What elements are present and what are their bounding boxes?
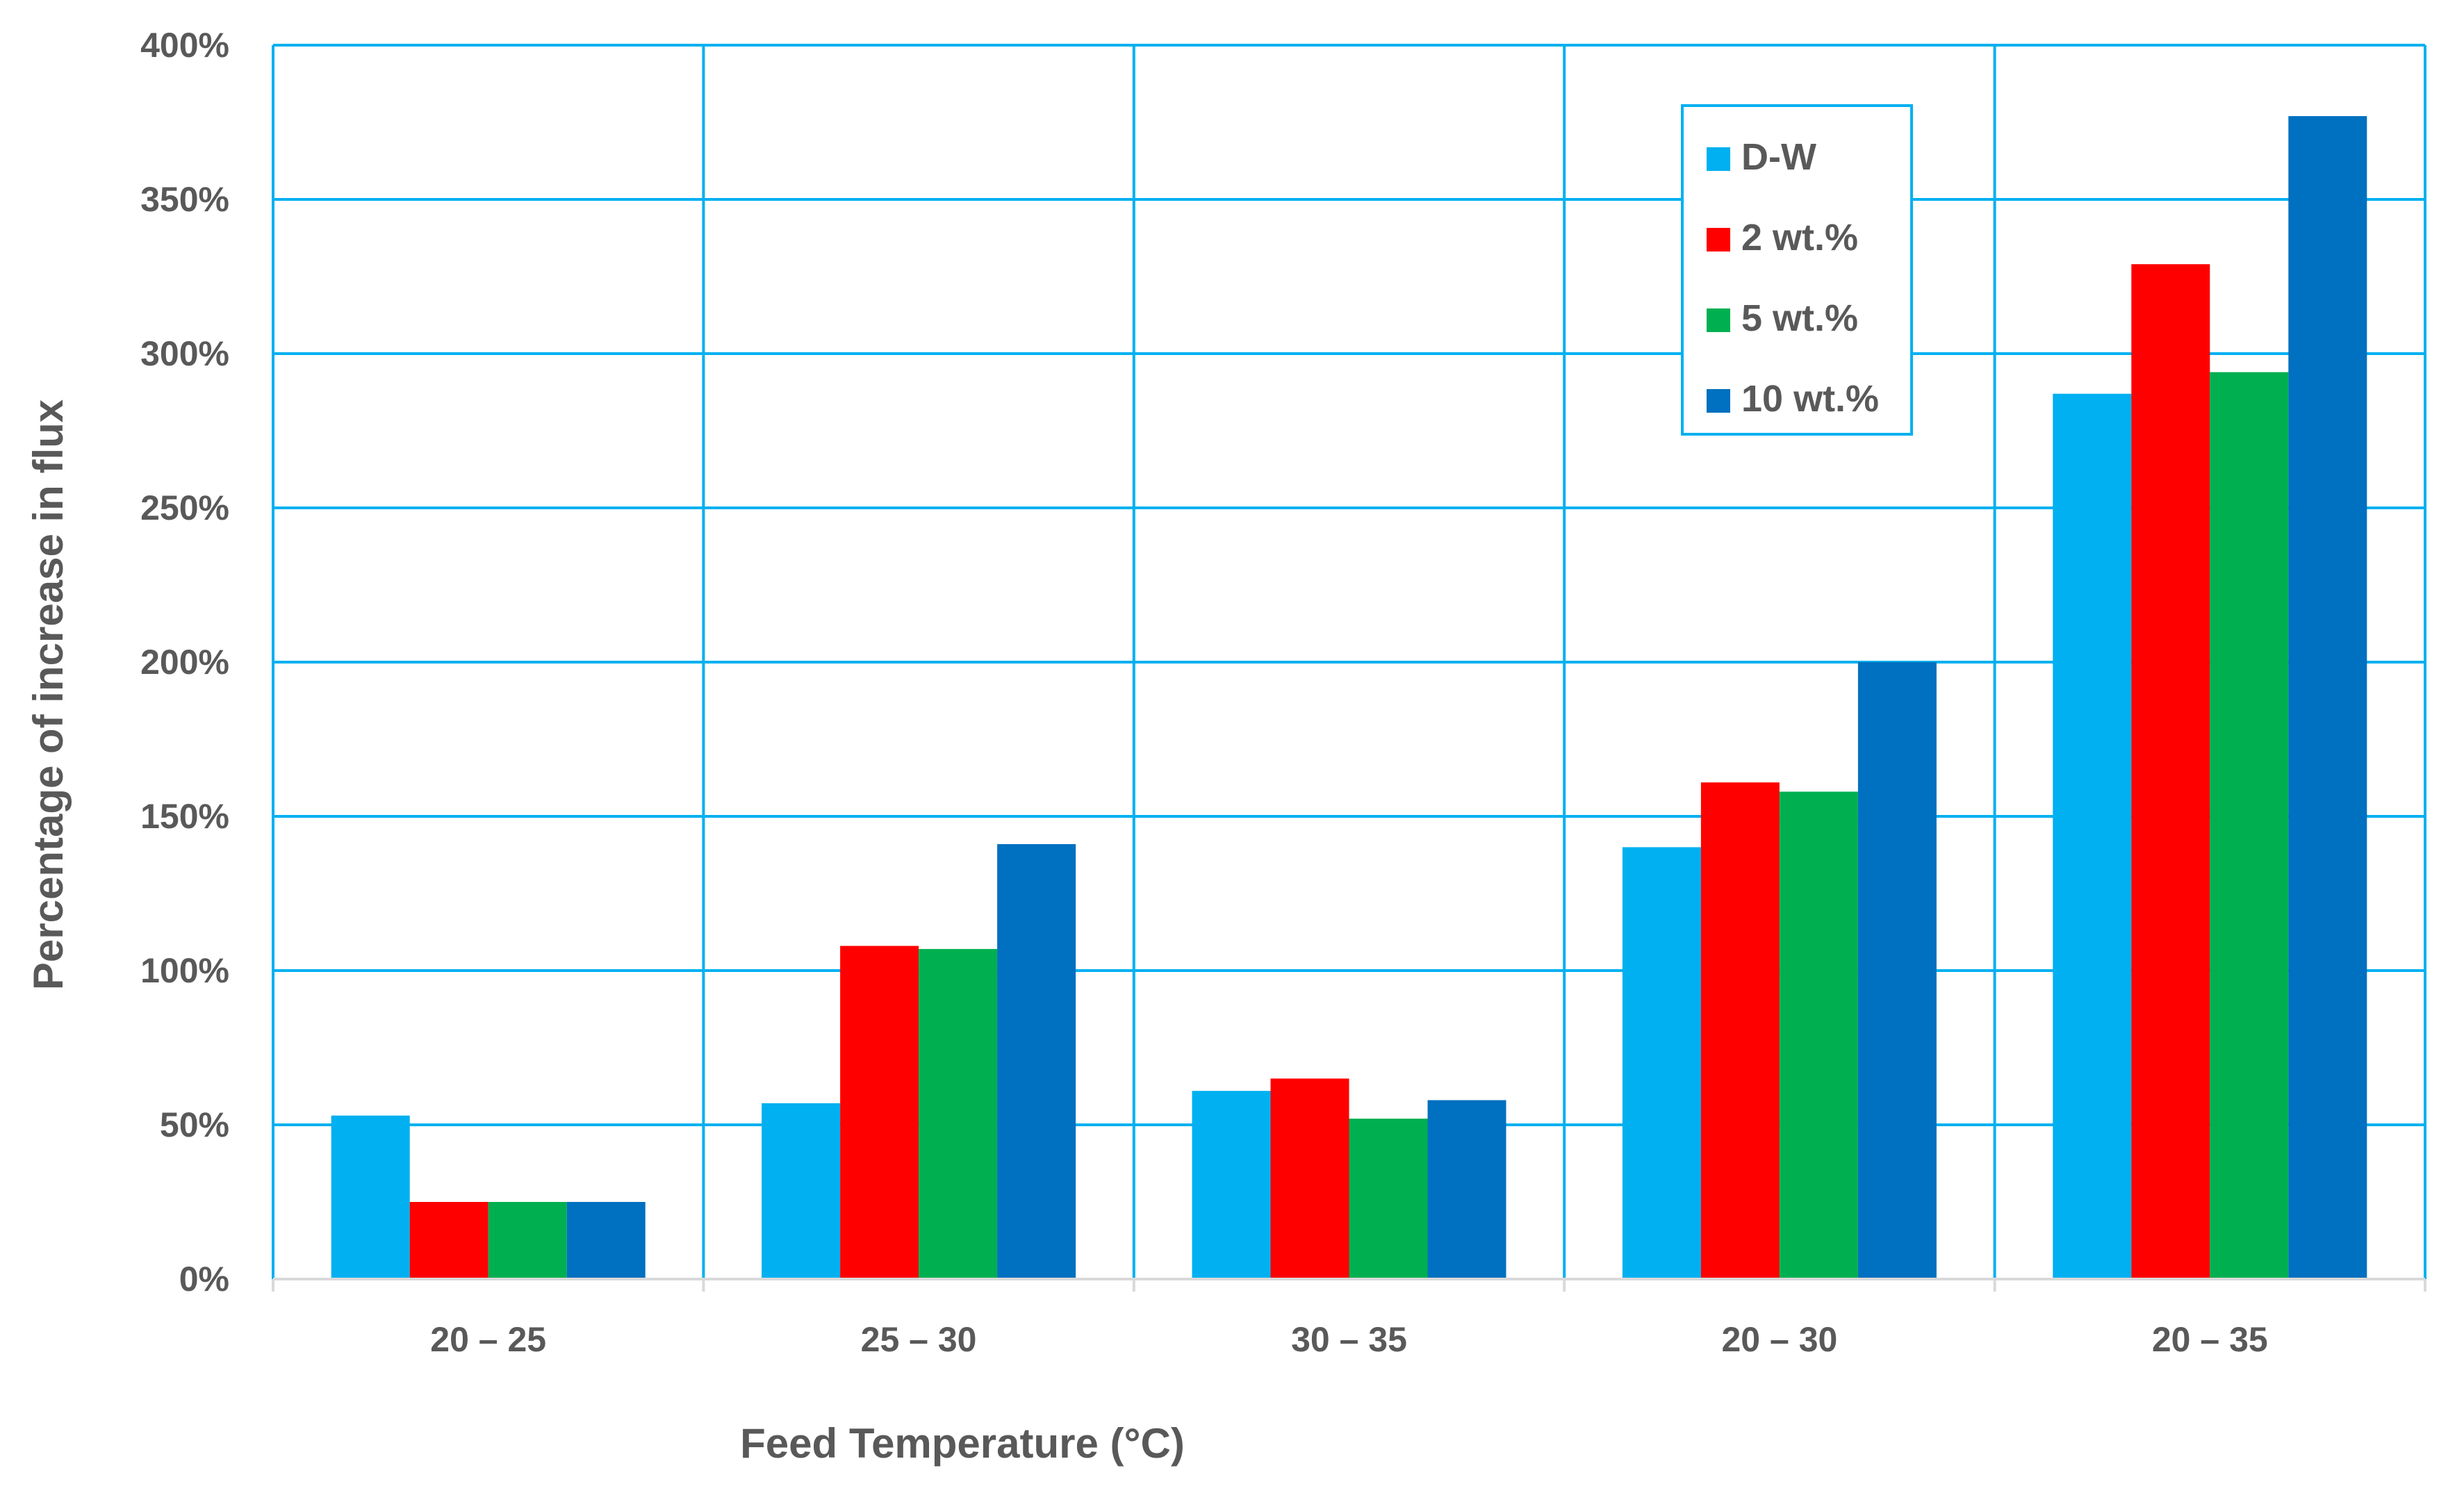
legend: D-W 2 wt.% 5 wt.% 10 wt.% — [1681, 104, 1913, 436]
x-tick-label-4: 20 – 30 — [1721, 1320, 1837, 1359]
x-tick-label-5: 20 – 35 — [2152, 1320, 2268, 1359]
bar-5-2 — [2131, 264, 2210, 1279]
y-tick-label-6: 300% — [140, 334, 229, 373]
bar-3-2 — [1270, 1078, 1349, 1279]
bar-5-3 — [2210, 372, 2289, 1279]
y-tick-label-5: 250% — [140, 488, 229, 527]
bar-5-1 — [2053, 393, 2132, 1279]
x-tick-labels: 20 – 25 25 – 30 30 – 35 20 – 30 20 – 35 — [430, 1320, 2267, 1359]
legend-swatch-3 — [1707, 308, 1730, 332]
bars — [331, 116, 2367, 1279]
x-tick-label-2: 25 – 30 — [861, 1320, 977, 1359]
legend-swatch-1 — [1707, 147, 1730, 171]
gridlines — [272, 44, 2426, 1279]
bar-2-3 — [919, 948, 998, 1279]
bar-2-2 — [840, 946, 919, 1279]
y-tick-label-3: 150% — [140, 797, 229, 836]
legend-label-4: 10 wt.% — [1741, 378, 1879, 420]
bar-4-2 — [1700, 782, 1780, 1279]
x-tick-label-3: 30 – 35 — [1291, 1320, 1407, 1359]
x-axis-title: Feed Temperature (°C) — [740, 1420, 1185, 1467]
legend-label-3: 5 wt.% — [1741, 297, 1858, 339]
legend-label-1: D-W — [1741, 136, 1816, 178]
bar-1-3 — [488, 1202, 567, 1279]
bar-3-4 — [1427, 1100, 1506, 1279]
legend-swatch-2 — [1707, 228, 1730, 252]
y-tick-label-0: 0% — [179, 1260, 229, 1299]
y-axis-title: Percentage of increase in flux — [25, 399, 72, 990]
legend-label-2: 2 wt.% — [1741, 217, 1858, 258]
bar-1-2 — [409, 1202, 488, 1279]
axes — [272, 1278, 2426, 1292]
bar-3-3 — [1349, 1119, 1428, 1279]
y-tick-label-7: 350% — [140, 180, 229, 219]
y-tick-label-2: 100% — [140, 951, 229, 990]
y-tick-label-8: 400% — [140, 26, 229, 65]
y-tick-label-4: 200% — [140, 643, 229, 682]
bar-5-4 — [2288, 116, 2367, 1279]
bar-4-4 — [1857, 662, 1937, 1279]
bar-4-1 — [1622, 847, 1701, 1279]
bar-2-4 — [997, 843, 1076, 1279]
y-tick-label-1: 50% — [160, 1105, 229, 1144]
bar-3-1 — [1192, 1091, 1271, 1279]
y-tick-labels: 0% 50% 100% 150% 200% 250% 300% 350% 400% — [140, 26, 229, 1299]
legend-swatch-4 — [1707, 389, 1730, 413]
bar-2-1 — [762, 1103, 841, 1279]
bar-4-3 — [1779, 791, 1858, 1279]
bar-1-4 — [566, 1202, 646, 1279]
x-tick-label-1: 20 – 25 — [430, 1320, 546, 1359]
bar-1-1 — [331, 1115, 410, 1279]
